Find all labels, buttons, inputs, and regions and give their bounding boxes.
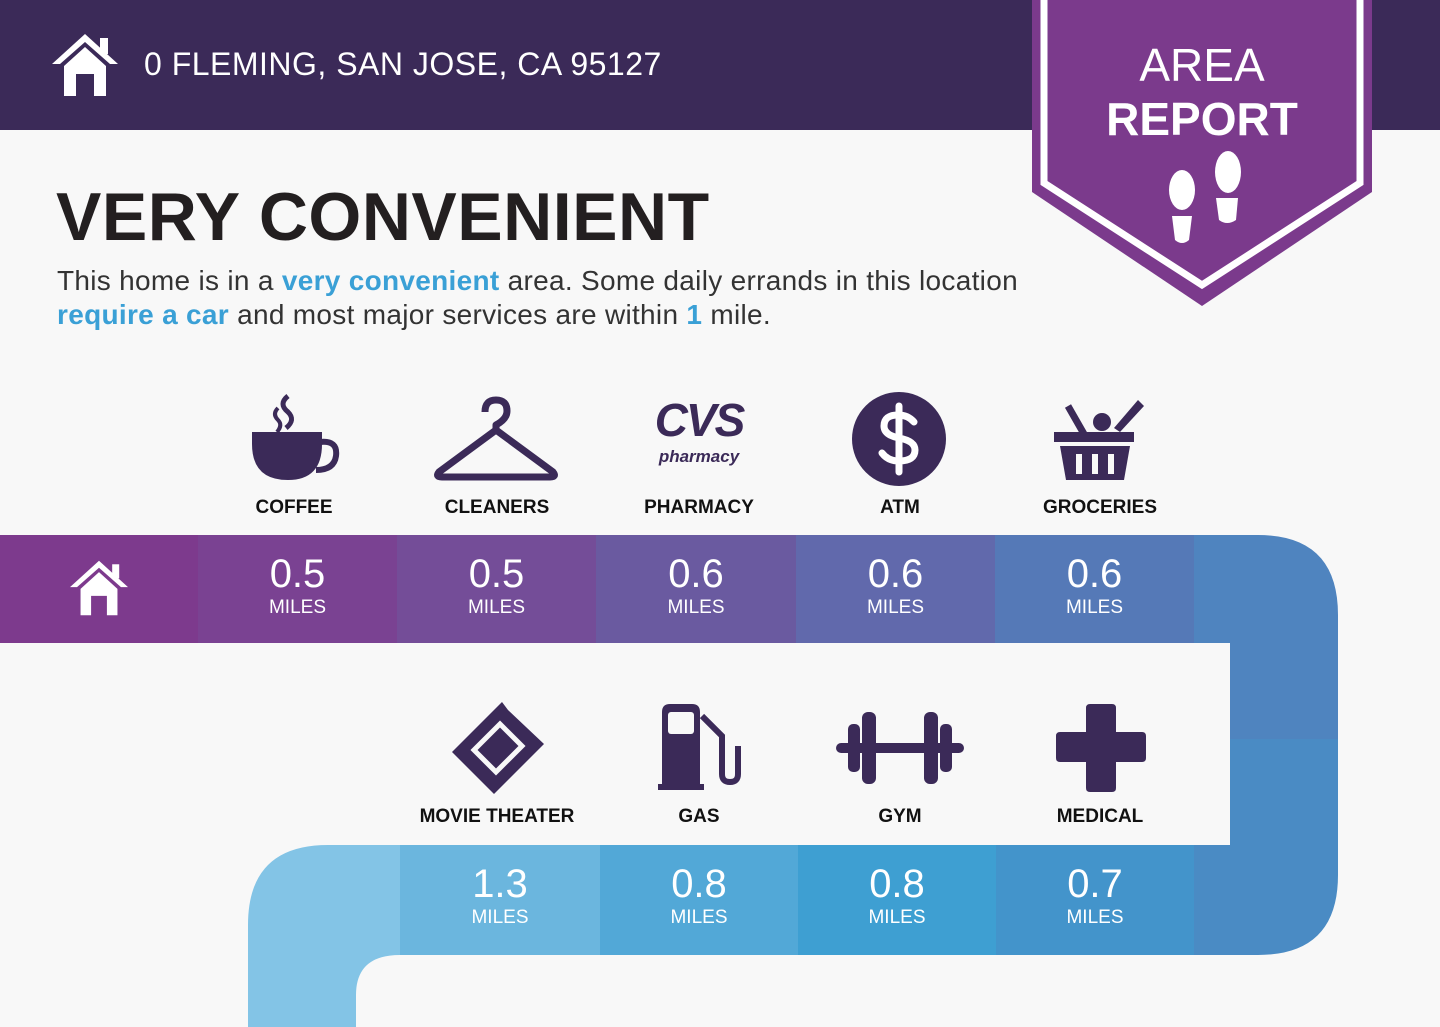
distance-value: 1.3 [472,862,528,906]
cvs-logo-text: CVS [654,394,746,446]
cvs-logo-sub: pharmacy [658,447,740,466]
distance-cell-atm: 0.6 MILES [796,535,995,643]
coffee-cup-icon [252,394,340,480]
footprints-icon [1169,151,1241,243]
distance-value: 0.6 [668,552,724,596]
distance-cell-groceries: 0.6 MILES [995,535,1194,643]
distance-cell-gym: 0.8 MILES [798,845,996,955]
cvs-pharmacy-logo: CVS pharmacy [644,394,754,468]
gas-pump-icon [658,704,741,790]
label-gas: GAS [678,806,720,827]
house-icon [70,560,128,616]
distance-cell-cleaners: 0.5 MILES [397,535,596,643]
dumbbell-icon [836,712,964,784]
hanger-icon [434,396,558,481]
house-icon [52,34,118,96]
distance-cell-pharmacy: 0.6 MILES [596,535,796,643]
badge-text: AREA REPORT [1032,38,1372,146]
area-report-badge [1032,0,1372,306]
distance-cell-gas: 0.8 MILES [600,845,798,955]
distance-cell-movie-theater: 1.3 MILES [400,845,600,955]
label-groceries: GROCERIES [1042,497,1158,518]
page-title: VERY CONVENIENT [56,179,710,255]
label-coffee: COFFEE [255,497,333,518]
desc-text: mile. [702,299,771,330]
distance-unit: MILES [1065,597,1124,618]
distance-value: 0.6 [1066,552,1123,596]
address: 0 FLEMING, SAN JOSE, CA 95127 [144,46,662,82]
home-cell [0,535,198,643]
distance-unit: MILES [667,597,725,618]
label-movie-theater: MOVIE THEATER [419,806,575,827]
distance-value: 0.5 [468,552,525,596]
distance-unit: MILES [670,907,728,928]
ticket-icon [452,702,544,794]
distance-unit: MILES [268,597,327,618]
grocery-basket-icon [1054,400,1144,480]
distance-value: 0.8 [671,862,727,906]
distance-value: 0.7 [1067,862,1123,906]
distance-unit: MILES [866,597,925,618]
distance-unit: MILES [467,597,526,618]
distance-value: 0.8 [869,862,925,906]
distance-cell-medical: 0.7 MILES [996,845,1194,955]
distance-value: 0.5 [269,552,326,596]
desc-highlight: very convenient [281,265,500,296]
distance-cell-coffee: 0.5 MILES [198,535,397,643]
distance-unit: MILES [1066,907,1124,928]
badge-line1: AREA [1139,39,1265,91]
desc-highlight: 1 [686,299,703,330]
desc-text: This home is in a [57,265,282,296]
route-path [248,535,1338,1027]
label-pharmacy: PHARMACY [644,497,754,518]
summary-text: This home is in a very convenient area. … [57,264,1037,332]
label-gym: GYM [878,806,922,827]
label-cleaners: CLEANERS [444,497,550,518]
medical-cross-icon [1056,704,1146,792]
distance-unit: MILES [471,907,529,928]
distance-unit: MILES [868,907,926,928]
desc-text: and most major services are within [229,299,687,330]
dollar-icon [852,392,946,486]
desc-highlight: require a car [57,299,229,330]
badge-line2: REPORT [1106,93,1298,145]
label-atm: ATM [880,497,920,518]
desc-text: area. Some daily errands in this locatio… [499,265,1018,296]
distance-value: 0.6 [867,552,924,596]
label-medical: MEDICAL [1056,806,1144,827]
